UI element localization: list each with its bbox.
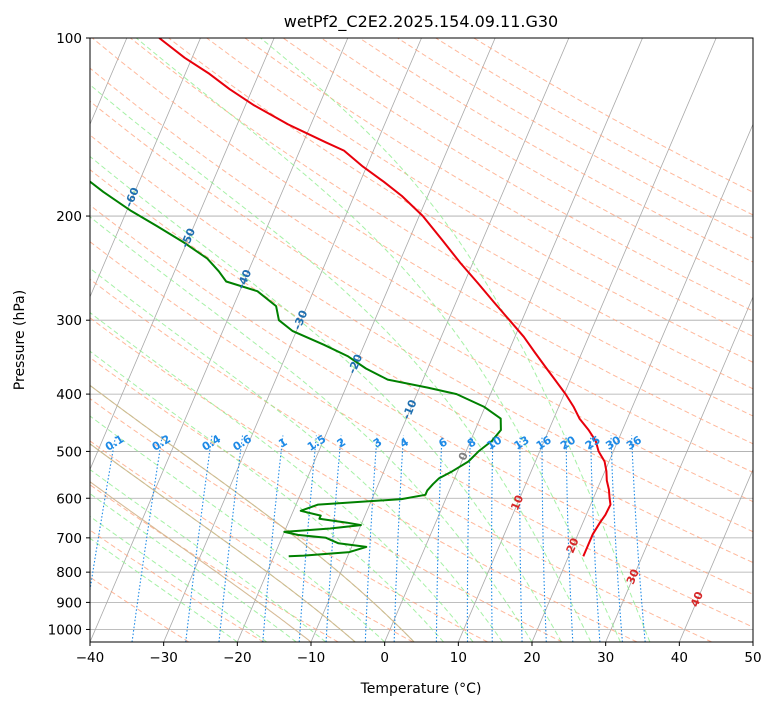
moist-adiabat-line <box>90 155 562 642</box>
isotherm-line <box>90 38 349 642</box>
mixing-ratio-line <box>90 435 117 594</box>
dry-adiabat-line <box>244 38 753 337</box>
y-tick-label: 900 <box>56 595 82 611</box>
isotherm-label: 30 <box>624 567 642 586</box>
x-tick-label: 10 <box>450 650 467 666</box>
x-tick-label: −10 <box>297 650 326 666</box>
dry-adiabat-line <box>90 169 753 564</box>
mixing-ratio-line <box>298 435 317 642</box>
moist-adiabat-line <box>260 38 651 642</box>
moist-adiabat-line <box>90 216 533 642</box>
isotherm-line <box>163 38 422 642</box>
moist-adiabat-line <box>90 515 268 642</box>
wet-bulb-zero-line <box>90 443 356 642</box>
dry-adiabat-line <box>90 100 753 503</box>
plot-area: -100-90-80-70-60-50-40-30-20-10010203040… <box>90 38 753 642</box>
mixing-ratio-line <box>218 435 244 642</box>
isotherm-label: 20 <box>564 536 582 555</box>
y-tick-label: 200 <box>56 209 82 225</box>
dry-adiabat-line <box>90 278 712 642</box>
wet-bulb-zero-line <box>90 384 415 642</box>
mixing-ratio-line <box>185 435 213 642</box>
dewpoint-line <box>90 180 502 558</box>
chart-title: wetPf2_C2E2.2025.154.09.11.G30 <box>284 12 558 32</box>
y-tick-label: 500 <box>56 444 82 460</box>
moist-adiabat-line <box>90 84 592 642</box>
isobar-lines <box>90 38 753 630</box>
mixing-ratio-line <box>590 435 601 642</box>
y-tick-label: 700 <box>56 531 82 547</box>
y-axis-ticks: 100 200 300 400 500 600 700 800 900 1000 <box>48 31 90 638</box>
x-tick-label: −40 <box>76 650 105 666</box>
moist-adiabat-line <box>90 311 474 642</box>
x-axis-ticks: −40 −30 −20 −10 0 10 20 30 40 50 <box>76 642 762 666</box>
y-axis-label: Pressure (hPa) <box>12 290 28 390</box>
isotherm-line <box>457 38 717 642</box>
mixing-ratio-line <box>131 435 163 642</box>
mixing-ratio-line <box>631 435 646 642</box>
dry-adiabat-line <box>90 317 638 642</box>
dry-adiabat-line <box>130 38 753 417</box>
isotherm-line <box>531 123 753 642</box>
dry-adiabat-line <box>90 357 563 642</box>
temperature-line <box>158 38 612 557</box>
moist-adiabat-line <box>90 415 386 642</box>
x-axis-label: Temperature (°C) <box>360 681 482 697</box>
isotherm-line <box>90 38 275 471</box>
mixing-ratio-line <box>325 435 342 642</box>
mixing-ratio-line <box>262 435 284 642</box>
isotherm-line <box>678 468 753 642</box>
mixing-ratio-line <box>435 435 443 642</box>
y-tick-label: 100 <box>56 31 82 47</box>
x-tick-label: −30 <box>149 650 178 666</box>
dry-adiabat-line <box>90 241 753 628</box>
dry-adiabat-line <box>90 440 414 642</box>
moist-adiabat-line <box>90 537 238 642</box>
wet-bulb-zero-line <box>90 481 312 642</box>
mixing-ratio-line <box>466 435 471 642</box>
mixing-ratio-line <box>364 435 378 642</box>
x-tick-label: −20 <box>223 650 252 666</box>
y-tick-label: 800 <box>56 565 82 581</box>
mixing-ratio-line <box>610 435 623 642</box>
profile-series <box>90 38 612 558</box>
moist-adiabat-line <box>90 468 327 642</box>
mixing-ratio-lines <box>90 435 646 642</box>
isotherm-label: 10 <box>508 493 526 512</box>
isotherm-line <box>236 38 496 642</box>
dry-adiabat-lines <box>90 38 753 642</box>
dry-adiabat-line <box>90 204 753 595</box>
mixing-ratio-line <box>393 435 405 642</box>
x-tick-label: 50 <box>744 650 761 666</box>
wet-bulb-zero-curve <box>90 384 415 642</box>
isotherm-line <box>90 38 201 298</box>
dry-adiabat-line <box>90 67 753 473</box>
dry-adiabat-line <box>90 529 264 642</box>
isotherm-label: 40 <box>688 589 706 608</box>
y-tick-label: 1000 <box>48 622 82 638</box>
isotherm-line <box>384 38 643 642</box>
plot-frame <box>89 37 754 643</box>
x-tick-label: 40 <box>671 650 688 666</box>
moist-adiabat-line <box>90 267 503 642</box>
dry-adiabat-line <box>206 38 753 363</box>
dry-adiabat-line <box>90 134 753 533</box>
y-tick-label: 600 <box>56 491 82 507</box>
mixing-ratio-line <box>541 435 547 642</box>
y-tick-label: 400 <box>56 387 82 403</box>
mixing-ratio-line <box>519 435 523 642</box>
dry-adiabat-line <box>90 398 488 642</box>
y-tick-label: 300 <box>56 313 82 329</box>
x-tick-label: 30 <box>597 650 614 666</box>
dry-adiabat-line <box>168 38 753 390</box>
moist-adiabat-line <box>135 38 621 642</box>
x-tick-label: 0 <box>380 650 389 666</box>
mixing-ratio-line <box>490 435 494 642</box>
x-tick-label: 20 <box>523 650 540 666</box>
moist-adiabat-line <box>90 350 444 642</box>
mixing-ratio-line <box>565 435 574 642</box>
isotherm-line <box>605 295 753 642</box>
